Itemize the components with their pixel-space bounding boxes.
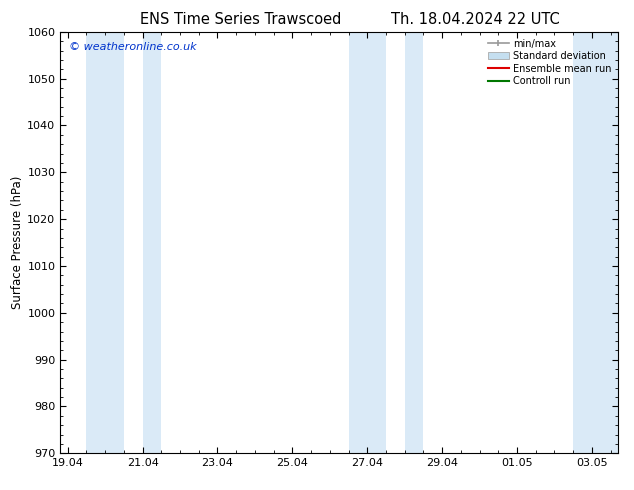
Y-axis label: Surface Pressure (hPa): Surface Pressure (hPa) bbox=[11, 176, 25, 309]
Text: © weatheronline.co.uk: © weatheronline.co.uk bbox=[68, 43, 197, 52]
Bar bbox=[404, 32, 424, 453]
Text: Th. 18.04.2024 22 UTC: Th. 18.04.2024 22 UTC bbox=[391, 12, 560, 27]
Bar bbox=[143, 32, 161, 453]
Bar bbox=[349, 32, 386, 453]
Bar bbox=[86, 32, 124, 453]
Legend: min/max, Standard deviation, Ensemble mean run, Controll run: min/max, Standard deviation, Ensemble me… bbox=[486, 37, 613, 88]
Text: ENS Time Series Trawscoed: ENS Time Series Trawscoed bbox=[140, 12, 342, 27]
Bar bbox=[573, 32, 618, 453]
